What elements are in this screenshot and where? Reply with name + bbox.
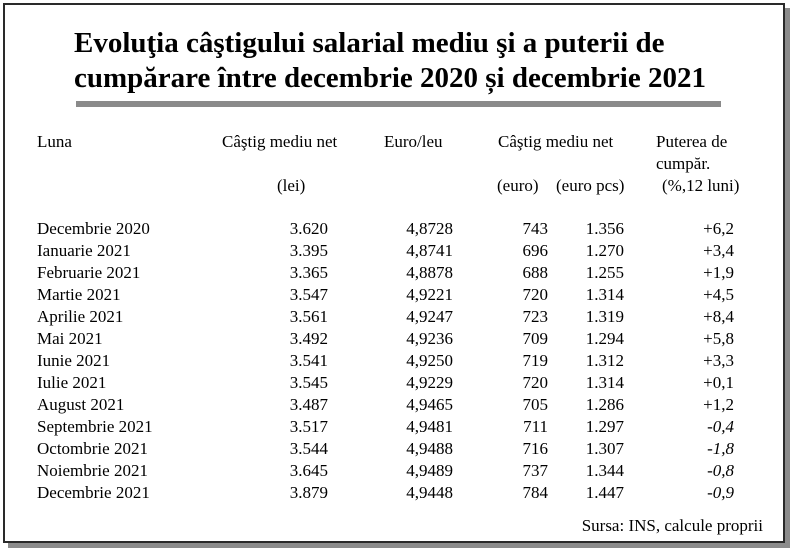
cell-euro-leu: 4,9229 <box>406 373 453 392</box>
cell-castig-euro-pcs: 1.294 <box>585 329 624 348</box>
cell-luna: Iulie 2021 <box>37 373 107 392</box>
cell-luna: Iunie 2021 <box>37 351 111 370</box>
cell-castig-euro: 696 <box>522 241 549 260</box>
cell-puterea-cumparare: -0,4 <box>707 417 734 436</box>
cell-castig-euro-pcs: 1.356 <box>585 219 624 238</box>
header-castig-net-euro: Câştig mediu net <box>498 132 614 151</box>
header-euro-leu: Euro/leu <box>384 132 443 151</box>
cell-luna: August 2021 <box>37 395 125 414</box>
header-puterea-line-3: (%,12 luni) <box>662 176 740 195</box>
cell-euro-leu: 4,9221 <box>406 285 453 304</box>
table-frame <box>3 3 785 543</box>
cell-castig-euro-pcs: 1.447 <box>585 483 624 502</box>
cell-euro-leu: 4,8741 <box>406 241 453 260</box>
cell-luna: Noiembrie 2021 <box>37 461 148 480</box>
cell-castig-euro-pcs: 1.270 <box>585 241 624 260</box>
header-euro-unit: (euro) <box>497 176 539 195</box>
cell-euro-leu: 4,8728 <box>406 219 453 238</box>
cell-castig-euro-pcs: 1.286 <box>585 395 624 414</box>
cell-castig-lei: 3.620 <box>289 219 328 238</box>
cell-luna: Decembrie 2021 <box>37 483 150 502</box>
cell-castig-euro-pcs: 1.314 <box>585 285 624 304</box>
cell-castig-euro: 716 <box>522 439 549 458</box>
cell-puterea-cumparare: +3,3 <box>703 351 734 370</box>
cell-luna: Octombrie 2021 <box>37 439 148 458</box>
cell-puterea-cumparare: +0,1 <box>703 373 734 392</box>
cell-castig-euro-pcs: 1.319 <box>585 307 624 326</box>
cell-castig-lei: 3.365 <box>289 263 328 282</box>
header-castig-net-lei: Câştig mediu net <box>222 132 338 151</box>
cell-castig-lei: 3.541 <box>289 351 328 370</box>
cell-castig-euro-pcs: 1.314 <box>585 373 624 392</box>
cell-puterea-cumparare: +3,4 <box>703 241 734 260</box>
cell-puterea-cumparare: -1,8 <box>707 439 734 458</box>
cell-euro-leu: 4,9448 <box>406 483 453 502</box>
header-luna: Luna <box>37 132 72 151</box>
cell-puterea-cumparare: +5,8 <box>703 329 734 348</box>
cell-castig-euro: 709 <box>522 329 549 348</box>
title-line-2: cumpărare între decembrie 2020 și decemb… <box>74 62 706 94</box>
source-note: Sursa: INS, calcule proprii <box>581 516 763 535</box>
cell-luna: Aprilie 2021 <box>37 307 124 326</box>
cell-euro-leu: 4,8878 <box>406 263 453 282</box>
cell-castig-lei: 3.544 <box>289 439 328 458</box>
cell-puterea-cumparare: +1,2 <box>703 395 734 414</box>
cell-luna: Mai 2021 <box>37 329 103 348</box>
cell-castig-euro: 705 <box>522 395 549 414</box>
cell-castig-lei: 3.545 <box>289 373 328 392</box>
cell-castig-euro-pcs: 1.312 <box>585 351 624 370</box>
cell-euro-leu: 4,9465 <box>406 395 453 414</box>
cell-puterea-cumparare: +1,9 <box>703 263 734 282</box>
cell-euro-leu: 4,9236 <box>406 329 453 348</box>
page-title: Evoluţia câştigului salarial mediu şi a … <box>74 26 706 96</box>
cell-castig-euro: 719 <box>522 351 549 370</box>
cell-euro-leu: 4,9481 <box>406 417 453 436</box>
cell-castig-lei: 3.561 <box>289 307 328 326</box>
header-euro-pcs-unit: (euro pcs) <box>556 176 625 195</box>
cell-luna: Martie 2021 <box>37 285 121 304</box>
cell-castig-euro: 720 <box>522 373 549 392</box>
cell-euro-leu: 4,9250 <box>406 351 453 370</box>
header-puterea-line-2: cumpăr. <box>656 154 711 173</box>
cell-castig-euro: 720 <box>522 285 549 304</box>
cell-castig-euro-pcs: 1.344 <box>585 461 624 480</box>
cell-puterea-cumparare: +6,2 <box>703 219 734 238</box>
cell-castig-lei: 3.395 <box>289 241 328 260</box>
cell-castig-lei: 3.487 <box>289 395 328 414</box>
cell-puterea-cumparare: -0,8 <box>707 461 734 480</box>
cell-castig-lei: 3.645 <box>289 461 328 480</box>
cell-castig-euro-pcs: 1.297 <box>585 417 624 436</box>
cell-puterea-cumparare: +4,5 <box>703 285 734 304</box>
cell-luna: Ianuarie 2021 <box>37 241 131 260</box>
header-puterea-line-1: Puterea de <box>656 132 728 151</box>
cell-castig-lei: 3.547 <box>289 285 328 304</box>
cell-castig-lei: 3.517 <box>289 417 328 436</box>
cell-castig-euro-pcs: 1.255 <box>585 263 624 282</box>
cell-euro-leu: 4,9488 <box>406 439 453 458</box>
cell-castig-euro: 723 <box>522 307 549 326</box>
cell-euro-leu: 4,9489 <box>406 461 453 480</box>
cell-castig-lei: 3.879 <box>289 483 328 502</box>
title-underline <box>76 101 721 107</box>
title-line-1: Evoluţia câştigului salarial mediu şi a … <box>74 27 665 59</box>
header-lei-unit: (lei) <box>277 176 306 195</box>
cell-castig-euro: 737 <box>522 461 549 480</box>
cell-puterea-cumparare: -0,9 <box>707 483 734 502</box>
cell-castig-euro: 784 <box>522 483 549 502</box>
cell-puterea-cumparare: +8,4 <box>703 307 734 326</box>
cell-castig-euro-pcs: 1.307 <box>585 439 624 458</box>
cell-euro-leu: 4,9247 <box>406 307 453 326</box>
cell-castig-euro: 743 <box>522 219 549 238</box>
cell-luna: Decembrie 2020 <box>37 219 150 238</box>
cell-castig-euro: 711 <box>523 417 548 436</box>
cell-castig-euro: 688 <box>522 263 549 282</box>
cell-castig-lei: 3.492 <box>289 329 328 348</box>
cell-luna: Februarie 2021 <box>37 263 141 282</box>
cell-luna: Septembrie 2021 <box>37 417 153 436</box>
